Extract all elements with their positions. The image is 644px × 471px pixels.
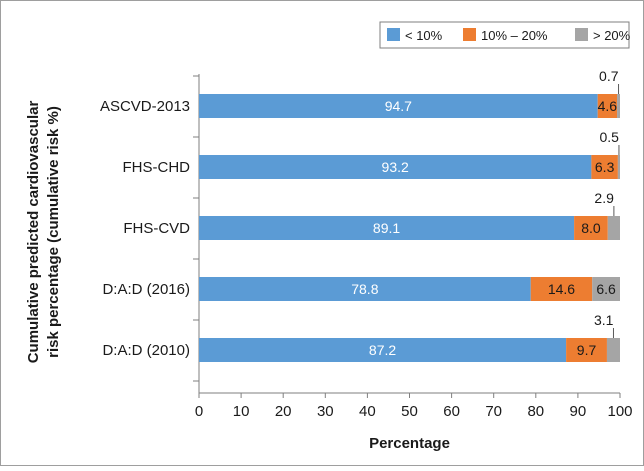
- x-tick-label: 70: [485, 403, 502, 420]
- data-label: 0.7: [599, 68, 619, 84]
- bar-segment: [199, 216, 575, 240]
- data-label: 94.7: [385, 98, 412, 114]
- bar-segment: [617, 155, 620, 179]
- data-label: 6.6: [596, 281, 616, 297]
- bar-segment: [530, 277, 593, 301]
- data-label: 2.9: [594, 190, 614, 206]
- legend-label: > 20%: [593, 28, 631, 43]
- x-tick-label: 10: [233, 403, 250, 420]
- data-label: 0.5: [599, 129, 619, 145]
- data-label: 89.1: [373, 220, 400, 236]
- data-label: 87.2: [369, 342, 396, 358]
- bar-segment: [199, 338, 567, 362]
- bar-segment: [607, 216, 620, 240]
- y-category-label: ASCVD-2013: [100, 98, 190, 115]
- x-tick-label: 90: [570, 403, 587, 420]
- bar-segment: [591, 155, 618, 179]
- legend-swatch: [387, 28, 400, 41]
- y-category-label: FHS-CHD: [123, 159, 191, 176]
- bar-segment: [606, 338, 620, 362]
- bar-segment: [592, 277, 620, 301]
- data-label: 93.2: [382, 159, 409, 175]
- x-tick-label: 60: [443, 403, 460, 420]
- bar-segment: [566, 338, 607, 362]
- bar-segment: [617, 94, 620, 118]
- data-label: 4.6: [598, 98, 618, 114]
- legend-swatch: [575, 28, 588, 41]
- x-tick-label: 40: [359, 403, 376, 420]
- x-tick-label: 80: [527, 403, 544, 420]
- y-category-label: FHS-CVD: [123, 220, 190, 237]
- y-category-label: D:A:D (2016): [102, 281, 190, 298]
- legend-swatch: [463, 28, 476, 41]
- x-axis-title: Percentage: [369, 435, 450, 452]
- y-axis-title: Cumulative predicted cardiovascular risk …: [25, 101, 62, 364]
- x-tick-label: 30: [317, 403, 334, 420]
- legend-label: < 10%: [405, 28, 443, 43]
- bar-segment: [597, 94, 618, 118]
- data-label: 8.0: [581, 220, 601, 236]
- y-axis-title-line-2: risk percentage (cumulative risk %): [45, 106, 62, 358]
- legend-label: 10% – 20%: [481, 28, 548, 43]
- y-axis-title-line-1: Cumulative predicted cardiovascular: [25, 101, 42, 364]
- data-label: 14.6: [548, 281, 575, 297]
- x-tick-label: 0: [195, 403, 203, 420]
- data-label: 6.3: [595, 159, 615, 175]
- bar-segment: [199, 277, 531, 301]
- x-tick-label: 100: [607, 403, 632, 420]
- x-tick-label: 20: [275, 403, 292, 420]
- data-label: 78.8: [351, 281, 378, 297]
- bar-segment: [574, 216, 608, 240]
- bar-segment: [199, 155, 592, 179]
- data-label: 9.7: [577, 342, 597, 358]
- bar-segment: [199, 94, 598, 118]
- x-tick-label: 50: [401, 403, 418, 420]
- y-category-label: D:A:D (2010): [102, 342, 190, 359]
- data-label: 3.1: [594, 312, 614, 328]
